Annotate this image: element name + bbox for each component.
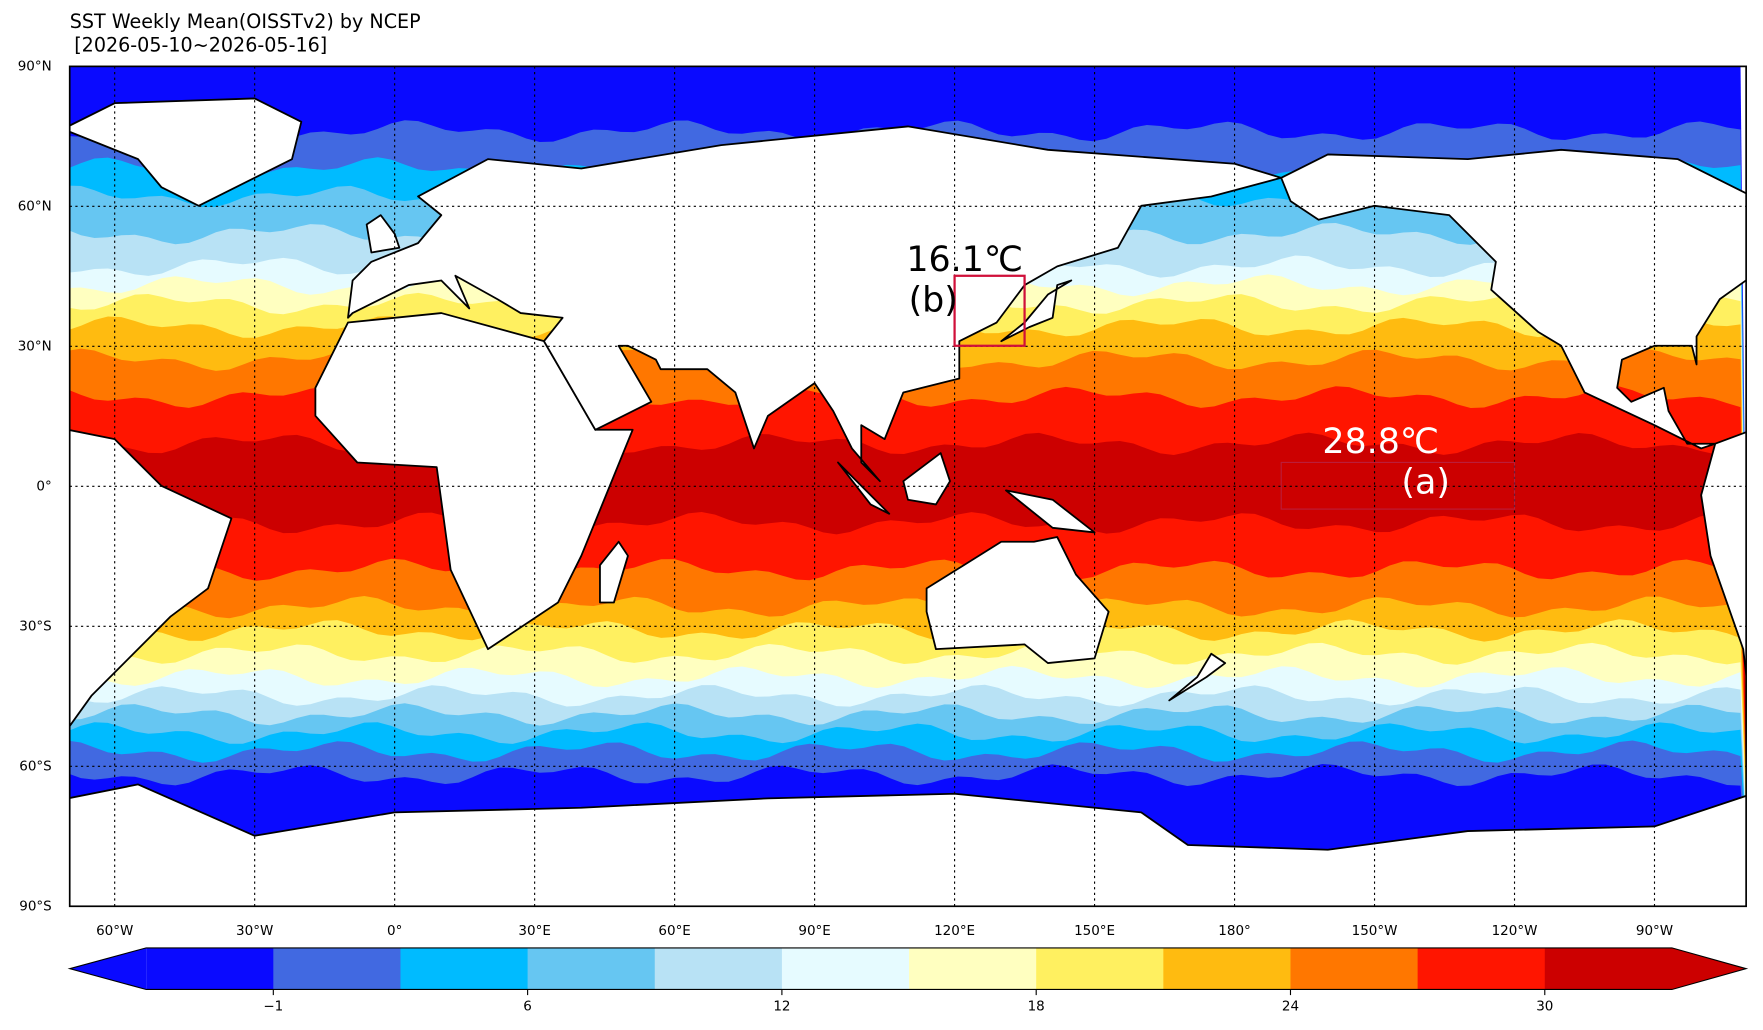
colorbar-segment [1036, 947, 1164, 990]
lat-label: 30°N [18, 338, 52, 354]
colorbar-segment [146, 947, 274, 990]
land [925, 536, 1110, 664]
land [314, 312, 634, 651]
lat-label: 60°S [19, 758, 51, 774]
colorbar-segment [1544, 947, 1673, 990]
lon-label: 120°W [1492, 923, 1538, 939]
land [1005, 489, 1096, 534]
lat-label: 60°N [18, 198, 52, 214]
annotation-value: 16.1℃ [906, 240, 1023, 280]
lon-label: 180° [1218, 923, 1250, 939]
lat-label: 90°S [19, 898, 51, 914]
colorbar-outline [67, 947, 1749, 991]
land [837, 461, 891, 515]
colorbar-segment [654, 947, 783, 990]
lon-label: 0° [387, 923, 402, 939]
lat-label: 30°S [19, 618, 51, 634]
colorbar-segment [1290, 947, 1419, 990]
annotation-label: (a) [1401, 463, 1450, 503]
lon-label: 150°W [1352, 923, 1398, 939]
colorbar-tick-label: 6 [523, 998, 532, 1014]
colorbar-segment [527, 947, 656, 990]
colorbar: −1 6 12 18 24 30 [67, 947, 1749, 1014]
land [69, 783, 1747, 907]
colorbar-tick-label: 12 [773, 998, 790, 1014]
colorbar-segment [909, 947, 1037, 990]
colorbar-segment [400, 947, 529, 990]
colorbar-arrow [69, 947, 147, 990]
region-box [953, 274, 1026, 347]
lon-label: 30°W [236, 923, 273, 939]
colorbar-segment [781, 947, 910, 990]
lon-label: 150°E [1074, 923, 1115, 939]
land [69, 97, 303, 207]
colorbar-segment [1417, 947, 1546, 990]
title: SST Weekly Mean(OISSTv2) by NCEP [70, 10, 421, 33]
colorbar-tick-label: 18 [1028, 998, 1045, 1014]
annotation-label: (b) [909, 280, 958, 320]
map [69, 66, 1747, 907]
region-box [1280, 461, 1516, 510]
lat-label: 90°N [18, 58, 52, 74]
lon-label: 60°E [658, 923, 690, 939]
land [1000, 279, 1073, 343]
colorbar-segment [1163, 947, 1292, 990]
annotation-value: 28.8℃ [1322, 422, 1439, 462]
lon-label: 60°W [96, 923, 133, 939]
colorbar-tick-label: −1 [263, 998, 283, 1014]
land [902, 452, 951, 506]
colorbar-tick-label: 30 [1536, 998, 1553, 1014]
subtitle: [2026-05-10~2026-05-16] [74, 34, 327, 57]
lon-label: 90°E [798, 923, 830, 939]
colorbar-segment [273, 947, 402, 990]
colorbar-tick-label: 24 [1282, 998, 1299, 1014]
land [1280, 148, 1747, 450]
colorbar-arrow [1671, 947, 1747, 990]
map-frame [68, 65, 1747, 908]
lon-label: 90°W [1636, 923, 1673, 939]
land [69, 429, 233, 728]
land [1168, 652, 1227, 702]
lon-label: 30°E [518, 923, 550, 939]
lat-label: 0° [36, 478, 51, 494]
lon-label: 120°E [934, 923, 975, 939]
land [599, 540, 629, 604]
